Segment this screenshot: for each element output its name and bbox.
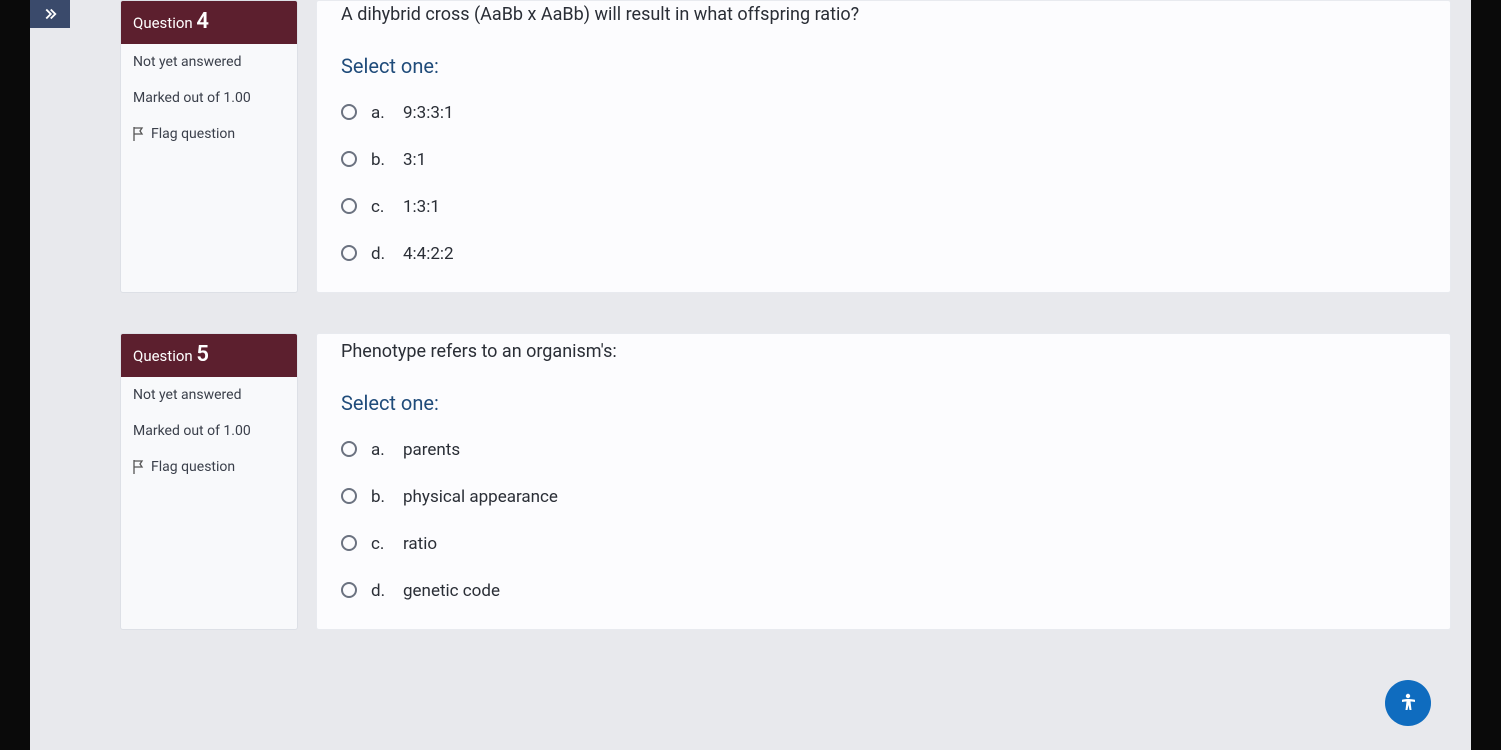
question-block: Question 5 Not yet answered Marked out o…: [120, 333, 1451, 630]
radio-icon: [341, 441, 357, 457]
answer-text: 4:4:2:2: [403, 244, 454, 264]
answer-option[interactable]: a. 9:3:3:1: [341, 102, 1426, 123]
accessibility-icon: [1396, 691, 1420, 715]
answer-option[interactable]: c. ratio: [341, 533, 1426, 554]
answer-letter: a.: [371, 440, 389, 460]
radio-icon: [341, 582, 357, 598]
question-info-panel: Question 5 Not yet answered Marked out o…: [120, 333, 298, 630]
page-wrapper: Question 4 Not yet answered Marked out o…: [30, 0, 1471, 750]
question-marks: Marked out of 1.00: [121, 80, 297, 116]
question-marks: Marked out of 1.00: [121, 413, 297, 449]
answer-option[interactable]: d. genetic code: [341, 580, 1426, 601]
flag-icon: [133, 460, 145, 474]
answer-text: 1:3:1: [403, 197, 440, 217]
question-label-prefix: Question: [133, 347, 193, 365]
radio-icon: [341, 151, 357, 167]
chevron-right-double-icon: [41, 5, 59, 23]
radio-icon: [341, 245, 357, 261]
flag-icon: [133, 127, 145, 141]
question-block: Question 4 Not yet answered Marked out o…: [120, 0, 1451, 293]
content-area: Question 4 Not yet answered Marked out o…: [30, 0, 1471, 690]
radio-icon: [341, 104, 357, 120]
question-text: A dihybrid cross (AaBb x AaBb) will resu…: [341, 1, 1426, 28]
question-body: A dihybrid cross (AaBb x AaBb) will resu…: [316, 0, 1451, 293]
answer-letter: b.: [371, 487, 389, 507]
question-label-prefix: Question: [133, 14, 193, 32]
answer-option[interactable]: d. 4:4:2:2: [341, 243, 1426, 264]
flag-label: Flag question: [151, 459, 235, 475]
question-status: Not yet answered: [121, 44, 297, 80]
answer-letter: b.: [371, 150, 389, 170]
radio-icon: [341, 535, 357, 551]
answer-option[interactable]: b. 3:1: [341, 149, 1426, 170]
answer-text: genetic code: [403, 581, 500, 601]
answer-letter: a.: [371, 103, 389, 123]
answer-letter: d.: [371, 581, 389, 601]
answer-text: parents: [403, 440, 460, 460]
answer-option[interactable]: c. 1:3:1: [341, 196, 1426, 217]
answer-text: physical appearance: [403, 487, 558, 507]
answer-letter: d.: [371, 244, 389, 264]
drawer-toggle-button[interactable]: [30, 0, 70, 28]
radio-icon: [341, 198, 357, 214]
answer-option[interactable]: a. parents: [341, 439, 1426, 460]
question-body: Phenotype refers to an organism's: Selec…: [316, 333, 1451, 630]
question-number: 4: [196, 9, 209, 34]
answer-option[interactable]: b. physical appearance: [341, 486, 1426, 507]
flag-label: Flag question: [151, 126, 235, 142]
accessibility-button[interactable]: [1385, 680, 1431, 726]
answer-text: 3:1: [403, 150, 426, 170]
question-number: 5: [196, 342, 209, 367]
question-text: Phenotype refers to an organism's:: [341, 338, 1426, 365]
answer-letter: c.: [371, 197, 389, 217]
answer-text: 9:3:3:1: [403, 103, 454, 123]
question-info-panel: Question 4 Not yet answered Marked out o…: [120, 0, 298, 293]
answer-text: ratio: [403, 534, 437, 554]
question-number-badge: Question 5: [121, 334, 297, 377]
select-one-prompt: Select one:: [341, 391, 1426, 415]
question-number-badge: Question 4: [121, 1, 297, 44]
answer-letter: c.: [371, 534, 389, 554]
flag-question-button[interactable]: Flag question: [121, 116, 297, 154]
select-one-prompt: Select one:: [341, 54, 1426, 78]
question-status: Not yet answered: [121, 377, 297, 413]
radio-icon: [341, 488, 357, 504]
flag-question-button[interactable]: Flag question: [121, 449, 297, 487]
